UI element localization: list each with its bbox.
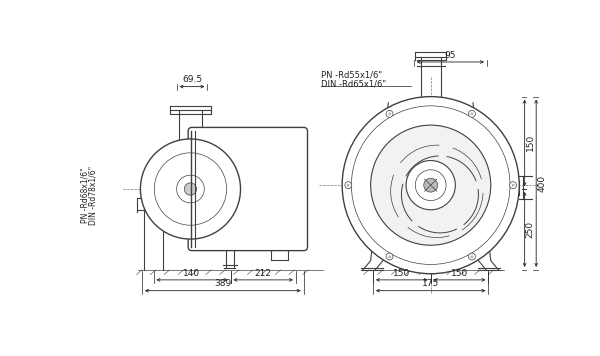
FancyBboxPatch shape <box>188 127 308 251</box>
Text: 140: 140 <box>184 268 200 278</box>
Text: 250: 250 <box>526 221 535 238</box>
Text: 95: 95 <box>445 51 456 60</box>
Text: 69.5: 69.5 <box>182 75 202 84</box>
Circle shape <box>184 183 197 195</box>
Text: 389: 389 <box>214 279 232 288</box>
Circle shape <box>469 253 475 260</box>
Circle shape <box>386 253 393 260</box>
Text: 400: 400 <box>537 175 546 192</box>
Circle shape <box>415 170 446 200</box>
Text: 150: 150 <box>393 268 410 278</box>
Text: DIN -Rd65x1/6": DIN -Rd65x1/6" <box>322 80 386 89</box>
Text: PN -Rd68x1/6": PN -Rd68x1/6" <box>80 167 89 223</box>
Text: 175: 175 <box>422 279 439 288</box>
Circle shape <box>509 182 517 189</box>
Text: 150: 150 <box>526 134 535 151</box>
Circle shape <box>371 125 491 245</box>
Text: 150: 150 <box>451 268 468 278</box>
Text: PN -Rd55x1/6": PN -Rd55x1/6" <box>322 70 382 79</box>
Circle shape <box>469 110 475 117</box>
Circle shape <box>342 96 519 274</box>
Circle shape <box>386 110 393 117</box>
Circle shape <box>140 139 241 239</box>
Circle shape <box>406 161 455 210</box>
Circle shape <box>424 178 437 192</box>
Text: 212: 212 <box>255 268 272 278</box>
Text: DIN -Rd78x1/6": DIN -Rd78x1/6" <box>89 166 98 225</box>
Circle shape <box>345 182 352 189</box>
